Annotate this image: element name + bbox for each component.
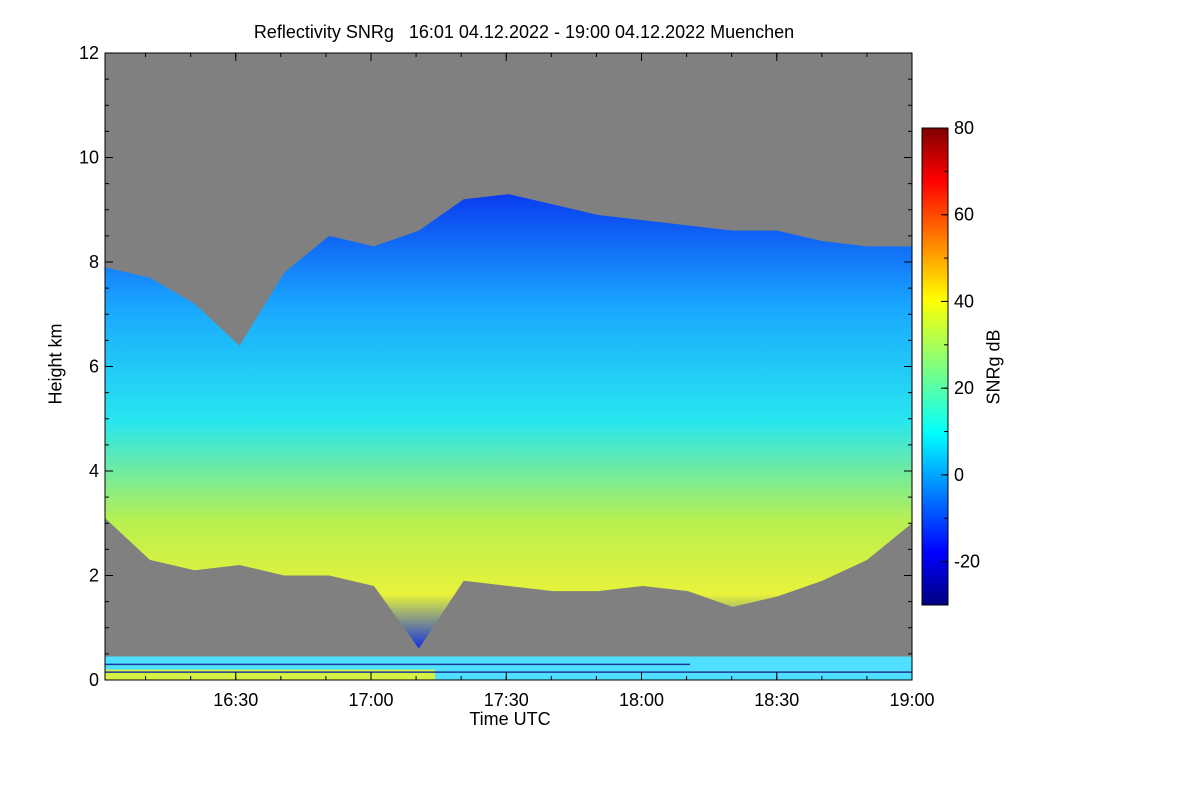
- x-tick-label: 18:00: [619, 690, 664, 710]
- y-axis-label: Height km: [45, 323, 66, 405]
- colorbar-tick-label: 0: [954, 465, 964, 485]
- x-tick-label: 19:00: [889, 690, 934, 710]
- colorbar-tick-label: -20: [954, 552, 980, 572]
- y-tick-label: 6: [89, 357, 99, 377]
- colorbar-axis: -20 0 20 40 60 80: [941, 118, 980, 606]
- colorbar-tick-label: 20: [954, 378, 974, 398]
- chart-title: Reflectivity SNRg 16:01 04.12.2022 - 19:…: [253, 22, 795, 42]
- x-tick-label: 16:30: [213, 690, 258, 710]
- cloud-envelope: [105, 194, 912, 649]
- y-tick-label: 12: [79, 43, 99, 63]
- y-tick-label: 4: [89, 461, 99, 481]
- reflectivity-field: [105, 194, 912, 680]
- ground-clutter-core: [105, 669, 435, 680]
- x-tick-label: 17:00: [348, 690, 393, 710]
- x-tick-label: 17:30: [484, 690, 529, 710]
- colorbar-tick-label: 80: [954, 118, 974, 138]
- y-tick-label: 0: [89, 670, 99, 690]
- y-tick-label: 2: [89, 566, 99, 586]
- x-tick-label: 18:30: [754, 690, 799, 710]
- y-axis: 0 2 4 6 8 10 12: [79, 43, 912, 690]
- x-axis: 16:30 17:00 17:30 18:00 18:30 19:00: [145, 53, 935, 710]
- x-axis-label: Time UTC: [469, 709, 551, 729]
- colorbar: [921, 127, 949, 606]
- colorbar-label: SNRg dB: [983, 329, 1004, 405]
- colorbar-tick-label: 60: [954, 205, 974, 225]
- y-tick-label: 8: [89, 252, 99, 272]
- y-tick-label: 10: [79, 148, 99, 168]
- colorbar-tick-label: 40: [954, 291, 974, 311]
